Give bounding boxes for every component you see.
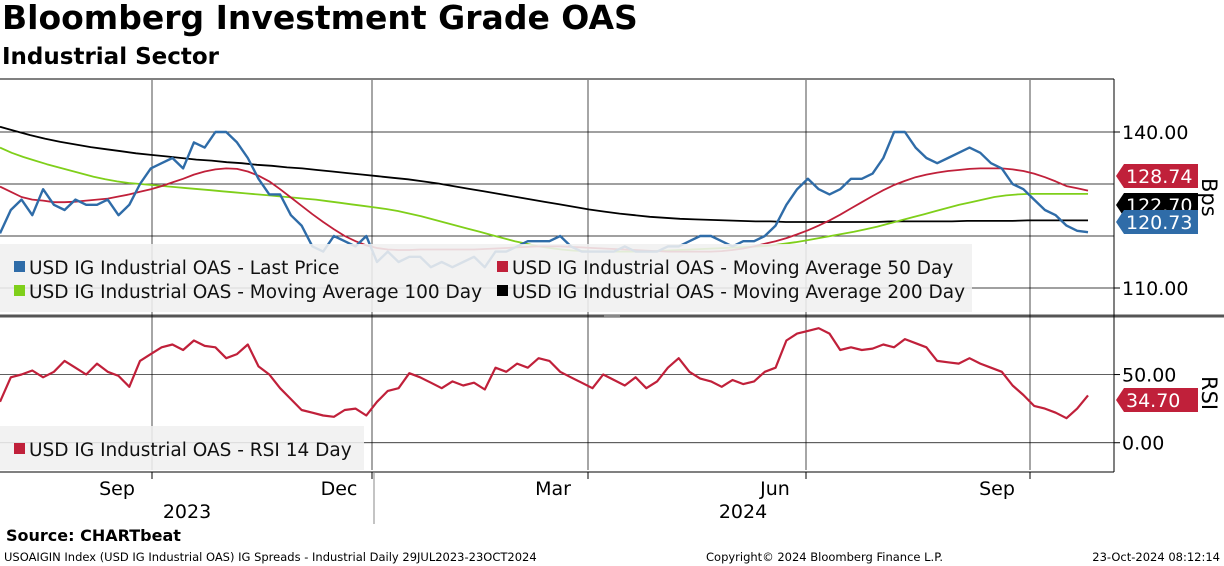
line-rsi [0,327,1089,420]
footer-timestamp: 23-Oct-2024 08:12:14 [1092,550,1220,564]
line-last_price [0,130,1089,269]
flag-ma50-text: 128.74 [1126,166,1192,188]
rsi-y-ticks: 0.00 50.00 [1114,365,1176,455]
legend-swatch-ma100 [14,285,25,296]
legend-swatch-last-price [14,261,25,272]
price-ytick-label-1: 140.00 [1122,122,1188,144]
legend-label-ma200: USD IG Industrial OAS - Moving Average 2… [512,282,965,303]
price-legend-box [0,244,972,312]
chart-subtitle: Industrial Sector [2,44,220,70]
price-ytick-label-0: 110.00 [1122,278,1188,300]
x-year-label-1: 2024 [719,501,767,523]
rsi-axis-title: RSI [1197,376,1221,410]
legend-label-ma50: USD IG Industrial OAS - Moving Average 5… [512,258,953,279]
price-axis-title: Bps [1197,178,1221,217]
x-month-label-1: Dec [321,478,358,500]
flag-last-price: 120.73 [1116,210,1198,234]
rsi-ytick-label-1: 50.00 [1122,365,1176,387]
flag-ma50-shape [1116,164,1198,188]
flag-rsi-text: 34.70 [1126,390,1180,412]
rsi-legend-box [0,426,364,470]
legend-label-ma100: USD IG Industrial OAS - Moving Average 1… [29,282,482,303]
x-month-label-2: Mar [535,478,571,500]
rsi-series-group [0,327,1089,420]
chart-title: Bloomberg Investment Grade OAS [2,0,638,37]
flag-rsi: 34.70 [1116,388,1198,412]
flag-last-price-shape [1116,210,1198,234]
series-ma50 [0,167,1089,253]
legend-swatch-ma200 [497,285,508,296]
flag-ma50: 128.74 [1116,164,1198,188]
x-month-label-3: Jun [759,478,790,500]
x-year-label-0: 2023 [163,501,211,523]
legend-swatch-ma50 [497,261,508,272]
flag-last-price-text: 120.73 [1126,212,1192,234]
flag-rsi-shape [1116,388,1198,412]
line-ma50 [0,167,1089,253]
legend-swatch-rsi [14,443,25,454]
series-ma200 [0,125,1089,223]
legend-label-last-price: USD IG Industrial OAS - Last Price [29,258,339,279]
x-month-label-0: Sep [99,478,135,500]
rsi-ytick-label-0: 0.00 [1122,433,1164,455]
x-axis-labels: Sep Dec Mar Jun Sep 2023 2024 [99,472,1031,523]
footer-index-info: USOAIGIN Index (USD IG Industrial OAS) I… [4,550,537,564]
footer-copyright: Copyright© 2024 Bloomberg Finance L.P. [706,550,943,564]
x-month-label-4: Sep [979,478,1015,500]
price-y-ticks: 110.00 140.00 [1114,122,1188,300]
source-label: Source: CHARTbeat [6,526,181,545]
legend-label-rsi: USD IG Industrial OAS - RSI 14 Day [29,440,352,461]
